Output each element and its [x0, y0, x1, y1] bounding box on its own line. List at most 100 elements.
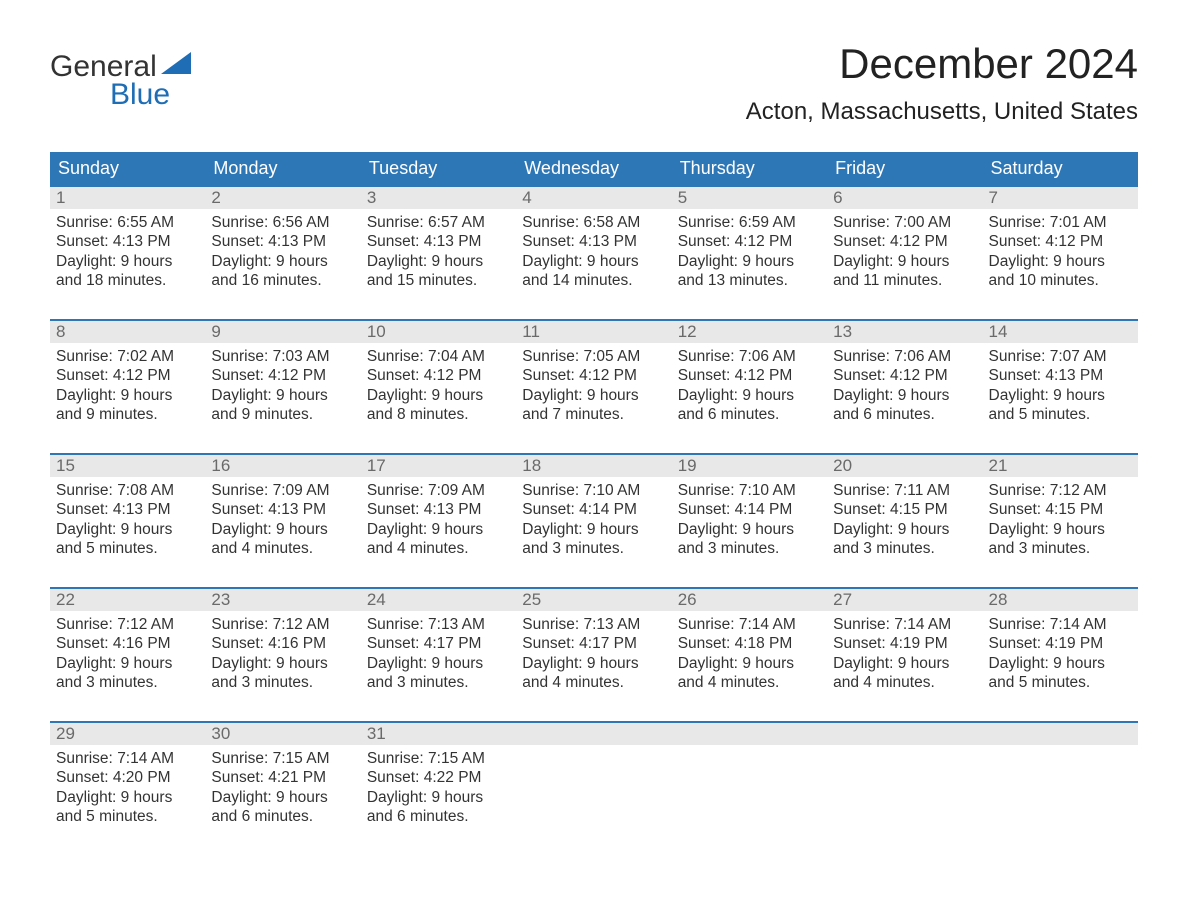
daylight-line-2: and 3 minutes. [211, 673, 354, 692]
day-cell [827, 723, 982, 841]
sunset-label: Sunset: [211, 501, 264, 518]
sunset-value: 4:15 PM [1045, 501, 1103, 518]
sunrise-label: Sunrise: [522, 616, 579, 633]
daylight-value-1: 9 hours [1053, 655, 1105, 672]
logo-word-2: Blue [110, 78, 191, 112]
day-number: 28 [983, 589, 1138, 611]
daylight-label: Daylight: [522, 521, 582, 538]
day-number: 26 [672, 589, 827, 611]
sunset-label: Sunset: [833, 501, 886, 518]
day-body: Sunrise: 7:14 AMSunset: 4:18 PMDaylight:… [672, 611, 827, 697]
day-body: Sunrise: 6:57 AMSunset: 4:13 PMDaylight:… [361, 209, 516, 295]
daylight-line-2: and 3 minutes. [522, 539, 665, 558]
day-body: Sunrise: 7:06 AMSunset: 4:12 PMDaylight:… [672, 343, 827, 429]
daylight-value-1: 9 hours [742, 253, 794, 270]
daylight-label: Daylight: [833, 521, 893, 538]
day-body: Sunrise: 6:55 AMSunset: 4:13 PMDaylight:… [50, 209, 205, 295]
daylight-value-1: 9 hours [276, 521, 328, 538]
sunset-value: 4:12 PM [424, 367, 482, 384]
daylight-line-1: Daylight: 9 hours [367, 252, 510, 271]
sunrise-line: Sunrise: 7:00 AM [833, 213, 976, 232]
day-number: 6 [827, 187, 982, 209]
sunset-line: Sunset: 4:13 PM [522, 232, 665, 251]
daylight-line-2: and 18 minutes. [56, 271, 199, 290]
daylight-line-2: and 6 minutes. [367, 807, 510, 826]
sunset-line: Sunset: 4:22 PM [367, 768, 510, 787]
sunrise-line: Sunrise: 7:14 AM [833, 615, 976, 634]
sunrise-line: Sunrise: 6:57 AM [367, 213, 510, 232]
day-number: 15 [50, 455, 205, 477]
sunrise-label: Sunrise: [833, 348, 890, 365]
sunrise-value: 7:12 AM [117, 616, 174, 633]
sunrise-value: 6:57 AM [428, 214, 485, 231]
daylight-value-1: 9 hours [587, 253, 639, 270]
sunrise-label: Sunrise: [522, 348, 579, 365]
sunrise-value: 7:12 AM [1050, 482, 1107, 499]
day-number [983, 723, 1138, 745]
daylight-value-1: 9 hours [587, 521, 639, 538]
sunrise-line: Sunrise: 7:15 AM [367, 749, 510, 768]
week-row: 15 Sunrise: 7:08 AM Sunset: 4:13 PM Dayligh… [50, 453, 1138, 573]
day-number: 13 [827, 321, 982, 343]
daylight-line-2: and 10 minutes. [989, 271, 1132, 290]
daylight-line-1: Daylight: 9 hours [522, 654, 665, 673]
sunset-value: 4:12 PM [113, 367, 171, 384]
daylight-label: Daylight: [522, 655, 582, 672]
sunrise-label: Sunrise: [211, 616, 268, 633]
daylight-value-1: 9 hours [431, 521, 483, 538]
day-number: 21 [983, 455, 1138, 477]
sunset-line: Sunset: 4:16 PM [211, 634, 354, 653]
daylight-line-1: Daylight: 9 hours [56, 654, 199, 673]
sunset-value: 4:12 PM [268, 367, 326, 384]
dow-cell: Thursday [672, 152, 827, 185]
sunset-value: 4:17 PM [579, 635, 637, 652]
day-of-week-header: SundayMondayTuesdayWednesdayThursdayFrid… [50, 152, 1138, 185]
daylight-label: Daylight: [211, 253, 271, 270]
sunset-value: 4:12 PM [735, 233, 793, 250]
day-body: Sunrise: 7:09 AMSunset: 4:13 PMDaylight:… [205, 477, 360, 563]
month-title: December 2024 [746, 40, 1138, 88]
daylight-line-1: Daylight: 9 hours [522, 520, 665, 539]
sunrise-value: 7:15 AM [273, 750, 330, 767]
daylight-line-2: and 15 minutes. [367, 271, 510, 290]
day-body: Sunrise: 7:12 AMSunset: 4:16 PMDaylight:… [205, 611, 360, 697]
day-number: 25 [516, 589, 671, 611]
daylight-line-2: and 4 minutes. [522, 673, 665, 692]
daylight-label: Daylight: [56, 387, 116, 404]
day-cell: 17Sunrise: 7:09 AMSunset: 4:13 PMDayligh… [361, 455, 516, 573]
sunrise-label: Sunrise: [989, 616, 1046, 633]
sunrise-label: Sunrise: [56, 482, 113, 499]
sunset-line: Sunset: 4:12 PM [678, 366, 821, 385]
day-cell: 29Sunrise: 7:14 AMSunset: 4:20 PMDayligh… [50, 723, 205, 841]
sunrise-line: Sunrise: 7:14 AM [678, 615, 821, 634]
dow-cell: Sunday [50, 152, 205, 185]
daylight-label: Daylight: [833, 655, 893, 672]
daylight-label: Daylight: [367, 253, 427, 270]
week-row: 1Sunrise: 6:55 AMSunset: 4:13 PMDaylight… [50, 185, 1138, 305]
daylight-value-1: 9 hours [898, 253, 950, 270]
sunset-label: Sunset: [367, 501, 420, 518]
sunset-line: Sunset: 4:16 PM [56, 634, 199, 653]
daylight-line-2: and 5 minutes. [56, 539, 199, 558]
sunset-value: 4:13 PM [268, 233, 326, 250]
daylight-label: Daylight: [989, 387, 1049, 404]
daylight-label: Daylight: [678, 253, 738, 270]
sunset-line: Sunset: 4:13 PM [56, 232, 199, 251]
day-cell: 26Sunrise: 7:14 AMSunset: 4:18 PMDayligh… [672, 589, 827, 707]
sunset-label: Sunset: [367, 367, 420, 384]
day-cell: 13Sunrise: 7:06 AMSunset: 4:12 PMDayligh… [827, 321, 982, 439]
daylight-line-1: Daylight: 9 hours [678, 386, 821, 405]
daylight-line-1: Daylight: 9 hours [211, 252, 354, 271]
sunrise-value: 7:08 AM [117, 482, 174, 499]
sunrise-label: Sunrise: [522, 482, 579, 499]
day-number: 9 [205, 321, 360, 343]
day-number: 17 [361, 455, 516, 477]
sunset-line: Sunset: 4:13 PM [211, 500, 354, 519]
sunset-value: 4:16 PM [268, 635, 326, 652]
day-number: 10 [361, 321, 516, 343]
day-number: 23 [205, 589, 360, 611]
day-number: 14 [983, 321, 1138, 343]
sunrise-label: Sunrise: [367, 348, 424, 365]
day-body: Sunrise: 7:07 AMSunset: 4:13 PMDaylight:… [983, 343, 1138, 429]
sunrise-label: Sunrise: [989, 482, 1046, 499]
